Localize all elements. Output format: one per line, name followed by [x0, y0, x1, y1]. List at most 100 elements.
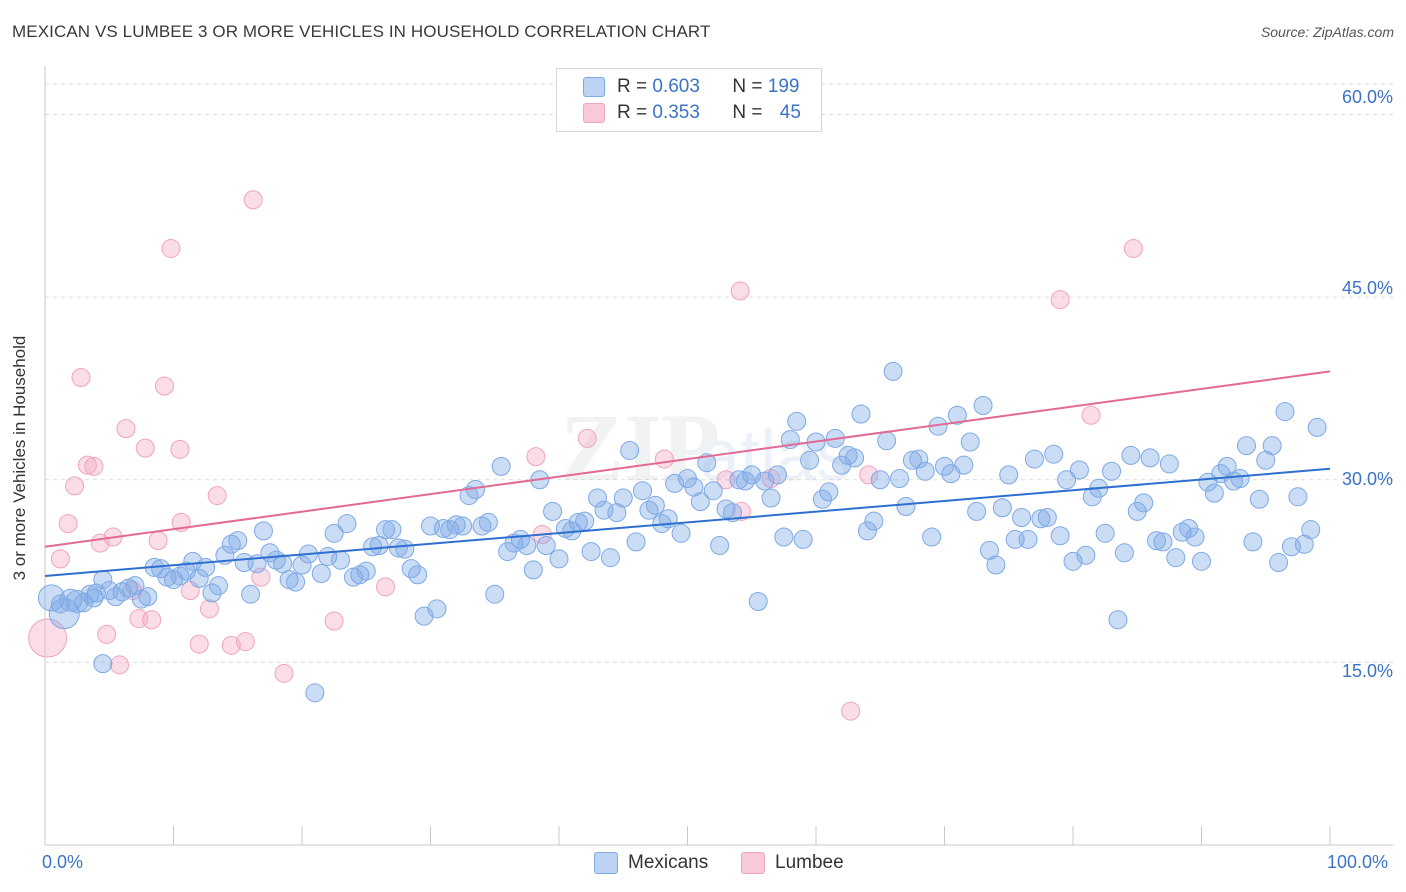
- mexican-point: [1243, 532, 1263, 552]
- mexican-point: [324, 523, 344, 543]
- mexican-point: [999, 465, 1019, 485]
- mexican-point: [517, 536, 537, 556]
- mexican-point: [1069, 460, 1089, 480]
- zipatlas-watermark: ZIP atlas: [560, 394, 852, 501]
- mexican-point: [864, 511, 884, 531]
- mexican-point: [408, 565, 428, 585]
- legend-row-mexicans: R = 0.603 N = 199: [583, 75, 799, 99]
- lumbee-point: [654, 449, 674, 469]
- lumbee-point: [199, 599, 219, 619]
- mexican-point: [138, 587, 158, 607]
- mexican-point: [356, 561, 376, 581]
- mexican-point: [536, 536, 556, 556]
- lumbee-point: [135, 438, 155, 458]
- mexican-point: [472, 516, 492, 536]
- mexican-point: [857, 521, 877, 541]
- lumbee-point: [526, 447, 546, 467]
- mexican-point: [922, 527, 942, 547]
- mexican-point: [189, 568, 209, 588]
- y-tick-label: 60.0%: [1341, 87, 1393, 107]
- lumbee-point: [376, 577, 396, 597]
- n-value: 199: [767, 76, 800, 97]
- mexican-point: [1095, 523, 1115, 543]
- mexican-point: [960, 432, 980, 452]
- mexican-point: [588, 488, 608, 508]
- mexican-point: [1159, 454, 1179, 474]
- mexican-point: [395, 539, 415, 559]
- mexican-point: [241, 584, 261, 604]
- lumbee-point: [189, 634, 209, 654]
- mexican-point: [793, 529, 813, 549]
- r-value: 0.353: [652, 102, 700, 123]
- mexican-point: [620, 441, 640, 461]
- legend-item-lumbee: Lumbee: [741, 852, 844, 874]
- mexican-point: [1044, 444, 1064, 464]
- lumbee-points: [28, 190, 1143, 721]
- lumbee-point: [1050, 290, 1070, 310]
- mexican-point: [549, 549, 569, 569]
- mexicans-trend-line: [44, 467, 1331, 577]
- mexican-point: [1147, 531, 1167, 551]
- mexican-point: [1114, 543, 1134, 563]
- n-label: N =: [732, 76, 763, 97]
- mexican-point: [787, 411, 807, 431]
- y-axis-label: 3 or more Vehicles in Household: [10, 335, 29, 581]
- lumbee-point: [77, 455, 97, 475]
- mexican-point: [1172, 522, 1192, 542]
- mexican-point: [1166, 548, 1186, 568]
- mexican-point: [633, 481, 653, 501]
- mexican-point: [1307, 417, 1327, 437]
- mexican-point: [600, 548, 620, 568]
- mexican-point: [1153, 532, 1173, 552]
- lumbee-swatch: [741, 852, 765, 874]
- mexican-point: [59, 588, 83, 612]
- mexican-point: [1236, 436, 1256, 456]
- mexican-point: [870, 470, 890, 490]
- mexican-point: [37, 584, 65, 612]
- mexican-point: [1140, 448, 1160, 468]
- lumbee-point: [324, 611, 344, 631]
- mexican-point: [1012, 508, 1032, 528]
- lumbee-point: [28, 618, 68, 658]
- mexican-point: [228, 531, 248, 551]
- r-label: R =: [617, 76, 648, 97]
- svg-text:atlas: atlas: [700, 416, 852, 496]
- mexican-point: [376, 520, 396, 540]
- mexican-point: [909, 449, 929, 469]
- lumbee-point: [50, 549, 70, 569]
- mexican-point: [819, 482, 839, 502]
- mexican-point: [992, 498, 1012, 518]
- mexican-point: [1063, 551, 1083, 571]
- lumbee-point: [161, 238, 181, 258]
- mexican-point: [967, 501, 987, 521]
- mexican-point: [305, 683, 325, 703]
- trend-lines: [44, 370, 1331, 577]
- mexican-point: [626, 532, 646, 552]
- mexican-point: [581, 542, 601, 562]
- mexican-point: [427, 599, 447, 619]
- mexican-point: [286, 572, 306, 592]
- mexican-point: [382, 520, 402, 540]
- lumbee-point: [1081, 405, 1101, 425]
- mexican-point: [221, 534, 241, 554]
- mexican-point: [112, 582, 132, 602]
- mexican-point: [890, 469, 910, 489]
- mexican-point: [80, 584, 100, 604]
- mexican-point: [337, 514, 357, 534]
- y-tick-label: 30.0%: [1341, 469, 1393, 489]
- legend-label: Lumbee: [775, 852, 844, 873]
- mexican-point: [915, 461, 935, 481]
- lumbee-point: [116, 419, 136, 439]
- mexican-point: [800, 450, 820, 470]
- axes: [44, 66, 1393, 846]
- mexican-point: [491, 456, 511, 476]
- mexican-point: [710, 536, 730, 556]
- mexican-point: [947, 405, 967, 425]
- mexican-point: [65, 590, 89, 614]
- mexican-point: [485, 584, 505, 604]
- mexican-point: [1134, 493, 1154, 513]
- mexican-point: [575, 511, 595, 531]
- mexican-point: [883, 361, 903, 381]
- lumbee-point: [841, 701, 861, 721]
- chart-title: MEXICAN VS LUMBEE 3 OR MORE VEHICLES IN …: [12, 22, 711, 41]
